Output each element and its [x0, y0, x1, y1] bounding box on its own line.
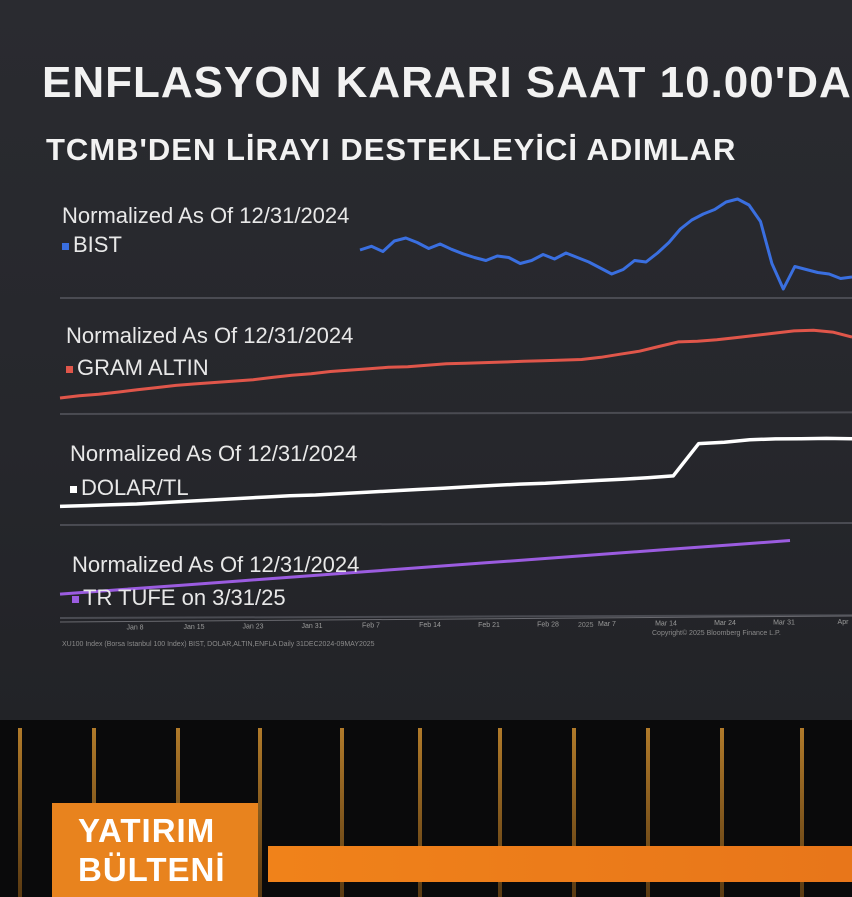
studio-pillar: [720, 728, 724, 897]
studio-pillar: [18, 728, 22, 897]
x-tick-label: Mar 14: [655, 620, 677, 627]
panel-separator: [59, 411, 852, 415]
x-tick-label: Mar 7: [598, 621, 616, 628]
studio-pillar: [646, 728, 650, 897]
copyright-note: Copyright© 2025 Bloomberg Finance L.P.: [652, 630, 781, 637]
source-note: XU100 Index (Borsa Istanbul 100 Index) B…: [62, 641, 375, 648]
legend-tr-tufe-text: TR TUFE on 3/31/25: [83, 585, 286, 610]
panel-separator: [59, 614, 852, 619]
x-axis: [59, 615, 852, 623]
x-tick-label: Jan 15: [183, 624, 204, 631]
panel-label-dolar-tl: Normalized As Of 12/31/2024: [70, 441, 358, 466]
studio-pillar: [800, 728, 804, 897]
x-tick-label: Apr: [838, 619, 850, 626]
x-tick-label: Mar 31: [773, 620, 795, 627]
x-tick-label: Jan 31: [301, 623, 322, 630]
x-tick-label: Mar 24: [714, 620, 736, 627]
series-line-tr-tufe-on-3-31-25: [59, 539, 791, 596]
chart-area: Jan 8 Jan 15 Jan 23 Jan 31 Feb 7 Feb 14 Feb 21…: [59, 197, 852, 631]
brand-logo-box: [52, 803, 258, 897]
chart-screen: [0, 0, 852, 720]
series-line-dolar-tl: [59, 436, 852, 509]
panel-separator: [59, 522, 852, 526]
series-line-gram-altin: [59, 328, 852, 400]
series-line-bist: [359, 197, 852, 291]
legend-swatch-gram-altin: [66, 365, 73, 373]
brand-line-2: BÜLTENİ: [78, 851, 226, 888]
x-tick-label: Jan 23: [242, 624, 263, 631]
studio-pillar: [340, 728, 344, 897]
lower-third-bar: [268, 846, 852, 882]
legend-swatch-tr-tufe: [72, 595, 79, 603]
x-tick-label: Feb 28: [537, 621, 559, 628]
legend-bist-text: BIST: [73, 232, 122, 257]
panel-label-gram-altin: Normalized As Of 12/31/2024: [66, 323, 354, 348]
legend-swatch-bist: [62, 242, 69, 250]
legend-gram-altin-text: GRAM ALTIN: [77, 355, 209, 380]
brand-line-1: YATIRIM: [78, 812, 216, 849]
headline-title: ENFLASYON KARARI SAAT 10.00'DA: [42, 58, 852, 107]
legend-gram-altin: GRAM ALTIN: [66, 355, 209, 381]
legend-dolar-tl: DOLAR/TL: [70, 475, 189, 501]
studio-pillar: [418, 728, 422, 897]
studio-pillar: [258, 728, 262, 897]
x-tick-label: Feb 7: [362, 623, 380, 630]
legend-swatch-dolar-tl: [70, 485, 77, 493]
headline-subtitle: TCMB'DEN LİRAYI DESTEKLEYİCİ ADIMLAR: [46, 132, 737, 167]
legend-bist: BIST: [62, 232, 122, 258]
panel-label-tr-tufe: Normalized As Of 12/31/2024: [72, 552, 360, 577]
panel-label-bist: Normalized As Of 12/31/2024: [62, 203, 350, 228]
legend-tr-tufe: TR TUFE on 3/31/25: [72, 585, 286, 611]
studio-pillar: [498, 728, 502, 897]
x-tick-label: Jan 8: [126, 624, 143, 631]
year-label: 2025: [578, 622, 594, 629]
legend-dolar-tl-text: DOLAR/TL: [81, 475, 189, 500]
studio-pillar: [572, 728, 576, 897]
x-tick-label: Feb 21: [478, 622, 500, 629]
x-tick-label: Feb 14: [419, 622, 441, 629]
